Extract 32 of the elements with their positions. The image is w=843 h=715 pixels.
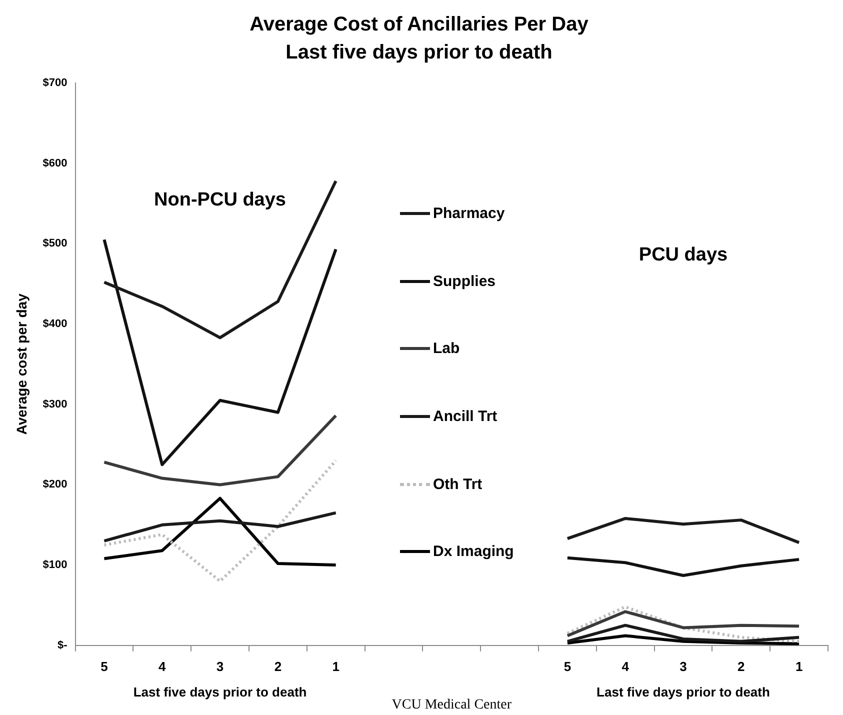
annotation: Non-PCU days	[154, 190, 286, 211]
x-axis-title: Last five days prior to death	[133, 684, 307, 700]
annotation: PCU days	[638, 244, 728, 266]
legend-label: Dx Imaging	[433, 543, 514, 560]
y-tick-label: $500	[42, 238, 68, 250]
y-axis-title: Average cost per day	[13, 293, 30, 435]
x-tick-label: 1	[332, 658, 340, 674]
y-tick-label: $700	[42, 77, 68, 90]
x-tick-label: 2	[738, 658, 745, 674]
x-tick-label: 5	[100, 658, 108, 674]
legend-label: Oth Trt	[433, 476, 482, 493]
text: VCU Medical Center	[392, 698, 512, 713]
legend-label: Lab	[433, 340, 460, 358]
y-tick-label: $200	[42, 478, 68, 491]
x-tick-label: 1	[795, 658, 803, 674]
y-tick-label: $100	[42, 559, 68, 572]
x-tick-label: 3	[216, 658, 224, 674]
y-tick-label: $-	[57, 639, 68, 652]
x-tick-label: 4	[622, 658, 630, 674]
x-tick-label: 4	[158, 658, 167, 674]
legend-label: Ancill Trt	[433, 408, 498, 426]
y-tick-label: $300	[42, 398, 68, 410]
y-tick-label: $400	[42, 318, 68, 330]
legend-label: Pharmacy	[433, 205, 505, 222]
x-tick-label: 5	[564, 658, 572, 674]
chart-subtitle: Last five days prior to death	[286, 42, 552, 64]
x-tick-label: 3	[680, 658, 687, 674]
chart-title: Average Cost of Ancillaries Per Day	[250, 14, 590, 36]
text: Last five days prior to death	[596, 684, 770, 700]
y-tick-label: $600	[42, 157, 68, 170]
legend-label: Supplies	[433, 272, 496, 290]
x-tick-label: 2	[274, 658, 282, 674]
